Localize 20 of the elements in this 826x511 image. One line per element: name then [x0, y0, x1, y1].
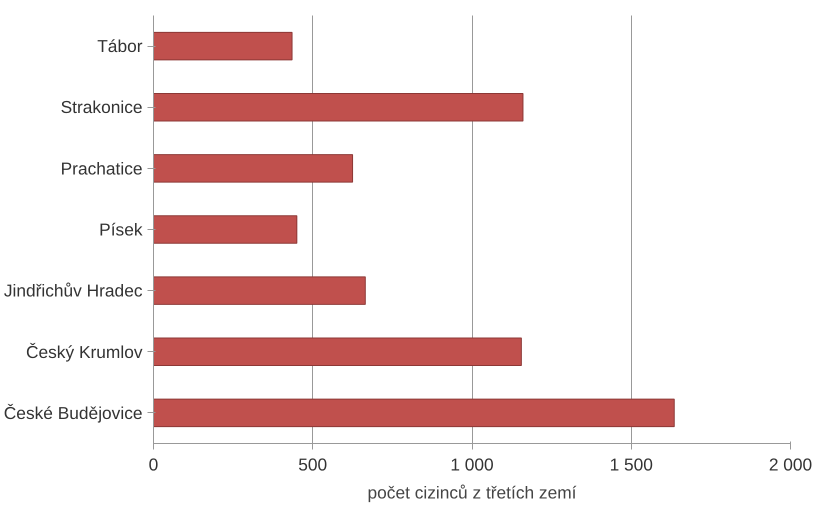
y-tick-label: Tábor	[97, 36, 143, 56]
y-tick-label: Strakonice	[60, 97, 143, 118]
bar	[154, 32, 293, 60]
bar	[154, 276, 366, 305]
x-axis-title: počet cizinců z třetích zemí	[368, 482, 577, 502]
bar	[154, 398, 675, 428]
y-tick-label: Prachatice	[60, 158, 143, 178]
bar	[154, 215, 298, 244]
y-tick-label: Český Krumlov	[26, 342, 143, 362]
x-tick-label: 0	[148, 454, 158, 474]
y-tick-label: České Budějovice	[4, 402, 142, 423]
y-tick-label: Jindřichův Hradec	[4, 280, 143, 301]
bar	[154, 338, 522, 366]
x-tick-label: 2 000	[768, 454, 812, 474]
x-tick-label: 1 500	[610, 454, 653, 474]
bar	[154, 154, 354, 183]
x-tick-label: 1 000	[450, 454, 494, 474]
y-tick-label: Písek	[99, 220, 143, 240]
x-tick-label: 500	[298, 454, 328, 474]
bar	[154, 92, 524, 122]
